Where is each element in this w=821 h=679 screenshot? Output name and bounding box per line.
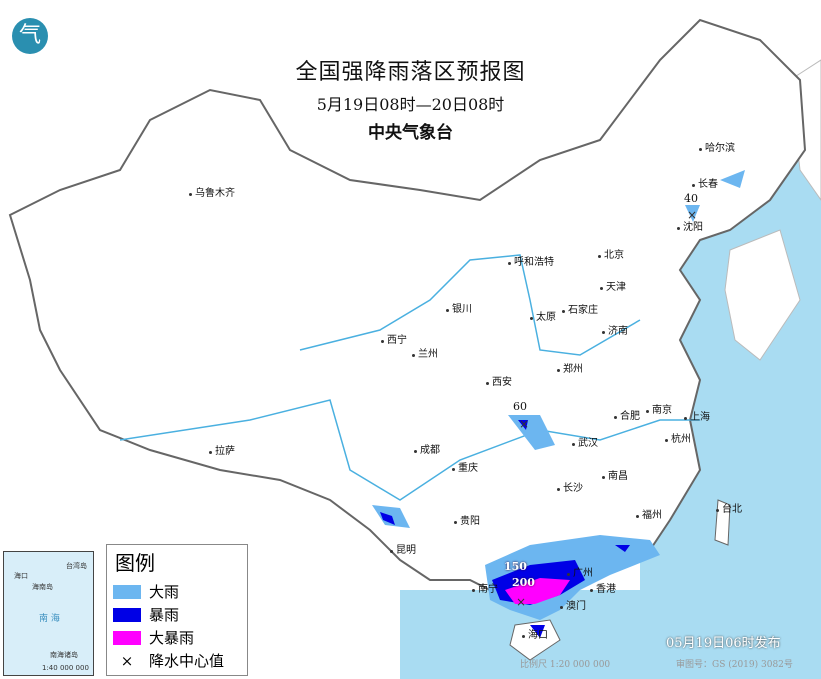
city-label: 沈阳 (677, 222, 703, 233)
inset-label: 海口 (14, 572, 28, 580)
legend-swatch (113, 584, 141, 599)
legend: 图例 大雨 暴雨 大暴雨 × 降水中心值 (106, 544, 248, 676)
city-label: 南宁 (472, 584, 498, 595)
precip-center-marker: × (687, 208, 697, 222)
precip-value: 40 (684, 192, 698, 205)
city-label: 济南 (602, 326, 628, 337)
legend-item: 暴雨 (113, 603, 247, 626)
city-label: 澳门 (560, 601, 586, 612)
map-title: 全国强降雨落区预报图 (295, 60, 526, 85)
south-china-sea-inset: 海口 海南岛 台湾岛 南 海 南海诸岛 1:40 000 000 (3, 551, 94, 676)
china-outline (8, 18, 807, 602)
legend-label: 暴雨 (149, 606, 180, 624)
city-label: 西安 (486, 377, 512, 388)
cma-logo: 气 (12, 18, 48, 54)
inset-label: 南海诸岛 (50, 651, 78, 659)
legend-swatch (113, 630, 141, 645)
city-label: 广州 (567, 568, 593, 579)
precip-value: 150 (504, 560, 527, 573)
city-label: 呼和浩特 (508, 257, 554, 268)
city-label: 香港 (590, 584, 616, 595)
city-label: 银川 (446, 304, 472, 315)
city-label: 海口 (522, 630, 548, 641)
hainan (509, 619, 561, 661)
city-label: 福州 (636, 510, 662, 521)
city-label: 西宁 (381, 335, 407, 346)
city-label: 重庆 (452, 463, 478, 474)
cross-icon: × (120, 651, 134, 670)
south-sea (400, 590, 821, 679)
audit-number: 审图号：GS (2019) 3082号 (676, 660, 793, 670)
legend-item: × 降水中心值 (113, 649, 247, 672)
city-label: 太原 (530, 312, 556, 323)
city-label: 北京 (598, 250, 624, 261)
legend-item: 大暴雨 (113, 626, 247, 649)
precip-value: 200 (512, 576, 535, 589)
legend-swatch (113, 607, 141, 622)
city-label: 长春 (692, 179, 718, 190)
legend-label: 降水中心值 (149, 652, 225, 670)
city-label: 武汉 (572, 438, 598, 449)
precip-center-marker: × (516, 595, 526, 609)
city-label: 郑州 (557, 364, 583, 375)
city-label: 哈尔滨 (699, 143, 735, 154)
map-scale: 比例尺 1:20 000 000 (520, 660, 611, 670)
city-label: 杭州 (665, 434, 691, 445)
inset-label: 台湾岛 (66, 562, 87, 570)
yellow-river (299, 254, 641, 356)
city-label: 长沙 (557, 483, 583, 494)
city-label: 天津 (600, 282, 626, 293)
inset-label: 海南岛 (32, 583, 53, 591)
legend-label: 大暴雨 (149, 629, 195, 647)
legend-label: 大雨 (149, 583, 180, 601)
city-label: 石家庄 (562, 305, 598, 316)
city-label: 昆明 (390, 545, 416, 556)
city-label: 台北 (716, 504, 742, 515)
city-label: 乌鲁木齐 (189, 188, 235, 199)
city-label: 成都 (414, 445, 440, 456)
city-label: 兰州 (412, 349, 438, 360)
city-label: 合肥 (614, 411, 640, 422)
city-label: 贵阳 (454, 516, 480, 527)
heavy-rainstorm-area (505, 578, 570, 604)
precip-value: 60 (513, 400, 527, 413)
inset-scale: 1:40 000 000 (42, 664, 89, 672)
yangtze-river (119, 399, 700, 501)
legend-item: 大雨 (113, 580, 247, 603)
city-label: 上海 (684, 412, 710, 423)
city-label: 拉萨 (209, 446, 235, 457)
city-label: 南昌 (602, 471, 628, 482)
forecast-period: 5月19日08时—20日08时 (316, 95, 505, 114)
publish-time: 05月19日06时发布 (666, 636, 781, 651)
city-label: 南京 (646, 405, 672, 416)
legend-title: 图例 (115, 551, 155, 575)
issuer: 中央气象台 (368, 123, 453, 143)
precip-center-marker: × (519, 417, 529, 431)
inset-label: 南 海 (39, 614, 60, 624)
